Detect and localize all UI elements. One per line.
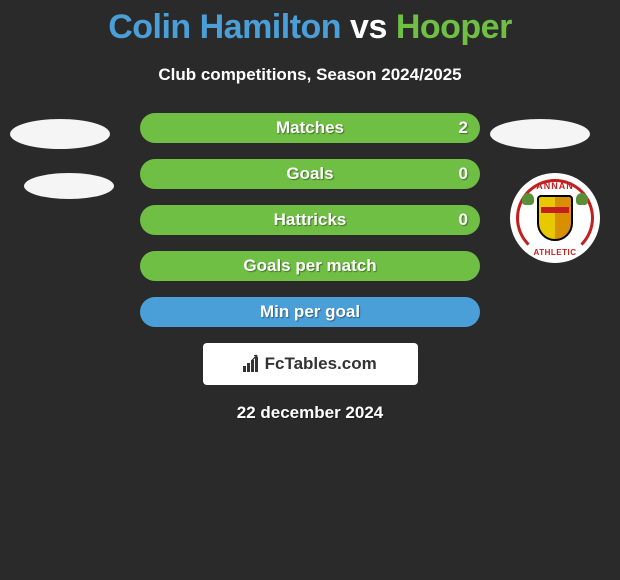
fctables-logo: ↗ FcTables.com bbox=[203, 343, 418, 385]
page-title: Colin Hamilton vs Hooper bbox=[0, 0, 620, 47]
arrow-icon: ↗ bbox=[250, 353, 258, 364]
comparison-chart: ANNAN ATHLETIC 2 Matches 0 Goals 0 Hattricks G… bbox=[0, 113, 620, 423]
crest-text-bottom: ATHLETIC bbox=[520, 248, 590, 257]
team-crest-annan: ANNAN ATHLETIC bbox=[510, 173, 600, 263]
player1-name: Colin Hamilton bbox=[108, 8, 341, 46]
player1-badge-placeholder bbox=[10, 119, 110, 149]
date-label: 22 december 2024 bbox=[0, 403, 620, 423]
bar-row-hattricks: 0 Hattricks bbox=[140, 205, 480, 235]
bar-label: Min per goal bbox=[260, 302, 360, 322]
bar-value-right: 0 bbox=[459, 210, 468, 230]
bar-value-right: 2 bbox=[459, 118, 468, 138]
bars-container: 2 Matches 0 Goals 0 Hattricks Goals per match M… bbox=[140, 113, 480, 327]
bar-label: Hattricks bbox=[274, 210, 347, 230]
bar-row-goals-per-match: Goals per match bbox=[140, 251, 480, 281]
bar-label: Matches bbox=[276, 118, 344, 138]
bar-value-right: 0 bbox=[459, 164, 468, 184]
crest-text-top: ANNAN bbox=[520, 181, 590, 191]
player2-name: Hooper bbox=[396, 8, 512, 46]
player2-badge-placeholder bbox=[490, 119, 590, 149]
bar-row-matches: 2 Matches bbox=[140, 113, 480, 143]
bar-row-min-per-goal: Min per goal bbox=[140, 297, 480, 327]
bar-label: Goals bbox=[286, 164, 333, 184]
player1-team-badge-placeholder bbox=[24, 173, 114, 199]
logo-label: FcTables.com bbox=[265, 354, 377, 374]
vs-label: vs bbox=[350, 8, 387, 46]
bar-label: Goals per match bbox=[243, 256, 376, 276]
bar-row-goals: 0 Goals bbox=[140, 159, 480, 189]
subtitle: Club competitions, Season 2024/2025 bbox=[0, 65, 620, 85]
